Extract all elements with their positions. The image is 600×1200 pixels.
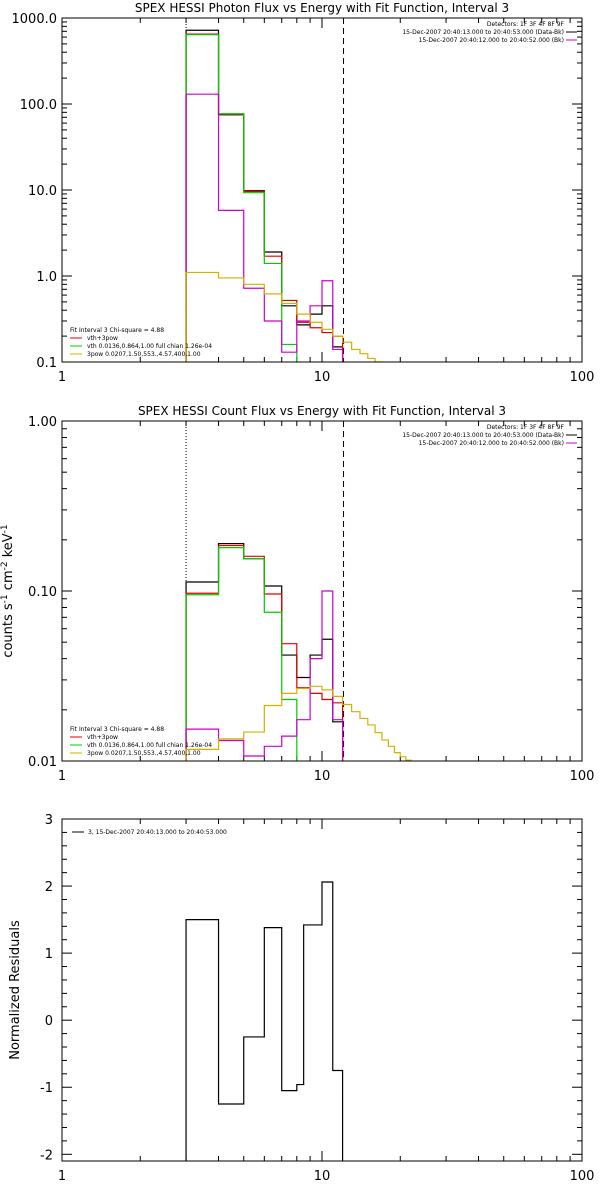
y-axis-label: Normalized Residuals — [8, 920, 23, 1060]
y-axis: -2 -1 0 1 2 3 — [40, 813, 582, 1163]
photon-flux-panel: SPEX HESSI Photon Flux vs Energy with Fi… — [12, 1, 595, 385]
y-label-exponent: -1 — [0, 594, 10, 603]
y-tick-label: 10.0 — [28, 184, 57, 199]
legend-entry: vth+3pow — [87, 734, 118, 741]
series-powerlaw — [185, 685, 412, 761]
legend-entry: 15-Dec-2007 20:40:12.000 to 20:40:52.000… — [419, 37, 564, 44]
legend-entry: 15-Dec-2007 20:40:13.000 to 20:40:53.000… — [402, 29, 564, 36]
series-background — [185, 93, 344, 362]
series-group — [185, 543, 412, 761]
legend-detectors: Detectors: 1F 3F 4F 8F 9F — [487, 424, 565, 431]
plot-frame — [61, 818, 583, 1162]
x-tick-label: 100 — [570, 370, 595, 385]
count-flux-panel: SPEX HESSI Count Flux vs Energy with Fit… — [0, 404, 594, 784]
y-axis-label: counts s-1 cm-2 keV-1 — [0, 524, 16, 657]
x-tick-label: 1 — [58, 1169, 66, 1184]
x-tick-label: 1 — [58, 769, 66, 784]
x-axis: 1 10 100 — [58, 819, 595, 1184]
y-tick-label: 100.0 — [20, 98, 57, 113]
y-label-exponent: -1 — [0, 524, 10, 533]
residuals-panel: 1 10 100 -2 -1 0 1 2 3 Normalized Residuals 3, 15-… — [8, 813, 594, 1184]
y-tick-label: 1000.0 — [12, 12, 58, 27]
legend-entry: 3pow 0.0207,1.50,553.,4.57,400,1.00 — [87, 750, 201, 757]
series-background — [185, 590, 344, 761]
series-group — [185, 881, 344, 1161]
y-axis: 0.01 0.10 1.00 — [28, 415, 582, 770]
legend-entry: 15-Dec-2007 20:40:13.000 to 20:40:53.000… — [402, 432, 564, 439]
y-tick-label: 1.00 — [28, 415, 57, 430]
y-tick-label: 0 — [45, 1014, 53, 1029]
legend-bottom: Fit Interval 3 Chi-square = 4.88vth+3pow… — [70, 327, 212, 358]
x-tick-label: 10 — [314, 1169, 331, 1184]
y-tick-label: 1.0 — [36, 270, 57, 285]
series-group — [185, 29, 382, 362]
legend-fit-header: Fit Interval 3 Chi-square = 4.88 — [70, 327, 164, 334]
legend-entry: vth 0.0136,0.864,1.00 full chian 1.26e-0… — [87, 343, 212, 350]
y-tick-label: 2 — [45, 880, 53, 895]
x-tick-label: 1 — [58, 370, 66, 385]
x-tick-label: 10 — [314, 769, 331, 784]
legend-detectors: Detectors: 1F 3F 4F 8F 9F — [487, 21, 565, 28]
series-residuals — [185, 881, 344, 1161]
legend-fit-header: Fit Interval 3 Chi-square = 4.88 — [70, 726, 164, 733]
y-tick-label: 0.10 — [28, 585, 57, 600]
legend-entry: 3, 15-Dec-2007 20:40:13.000 to 20:40:53.… — [88, 829, 227, 836]
legend-entry: 3pow 0.0207,1.50,553.,4.57,400,1.00 — [87, 351, 201, 358]
plot-frame — [61, 420, 583, 762]
y-tick-label: 0.01 — [28, 755, 57, 770]
series-data_minus_bkg — [185, 543, 344, 761]
y-tick-label: 1 — [45, 947, 53, 962]
y-label-text: counts s — [1, 603, 16, 658]
y-tick-label: 3 — [45, 813, 53, 828]
y-axis: 0.1 1.0 10.0 100.0 1000.0 — [12, 12, 582, 371]
series-thermal — [185, 547, 298, 761]
series-thermal — [185, 34, 298, 362]
series-total_fit — [185, 544, 344, 761]
y-label-text: keV — [1, 533, 16, 561]
photon-panel-title: SPEX HESSI Photon Flux vs Energy with Fi… — [135, 1, 509, 15]
x-tick-label: 10 — [314, 370, 331, 385]
series-powerlaw — [185, 271, 382, 362]
y-tick-label: -1 — [40, 1081, 53, 1096]
y-label-text: cm — [1, 570, 16, 594]
x-tick-label: 100 — [570, 769, 595, 784]
legend-entry: vth+3pow — [87, 335, 118, 342]
y-tick-label: -2 — [40, 1148, 53, 1163]
y-tick-label: 0.1 — [36, 356, 57, 371]
legend-bottom: Fit Interval 3 Chi-square = 4.88vth+3pow… — [70, 726, 212, 757]
count-panel-title: SPEX HESSI Count Flux vs Energy with Fit… — [138, 404, 506, 418]
plot-frame — [61, 17, 583, 363]
y-label-exponent: -2 — [0, 561, 10, 570]
x-tick-label: 100 — [570, 1169, 595, 1184]
legend-entry: 15-Dec-2007 20:40:12.000 to 20:40:52.000… — [419, 440, 564, 447]
legend-top: 3, 15-Dec-2007 20:40:13.000 to 20:40:53.… — [72, 829, 227, 836]
legend-entry: vth 0.0136,0.864,1.00 full chian 1.26e-0… — [87, 742, 212, 749]
